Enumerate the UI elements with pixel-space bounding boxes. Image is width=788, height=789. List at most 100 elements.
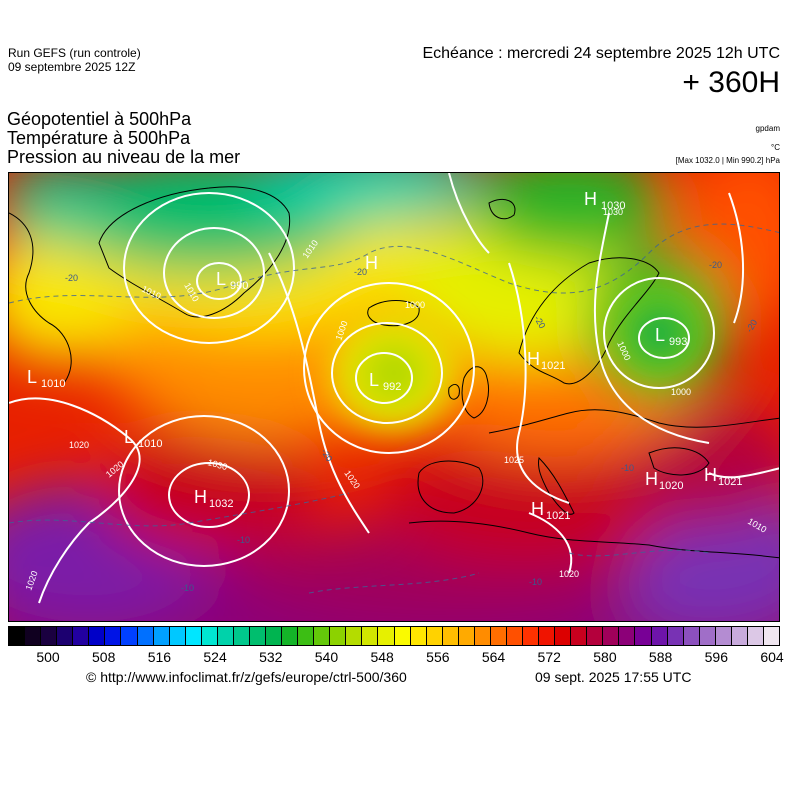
colorbar-swatch — [105, 627, 122, 645]
temperature-label: -10 — [529, 577, 542, 587]
colorbar-swatch — [651, 627, 668, 645]
pressure-center-value: 1021 — [718, 476, 742, 488]
forecast-valid-time: Echéance : mercredi 24 septembre 2025 12… — [422, 45, 780, 62]
pressure-center-type: H — [194, 487, 207, 507]
colorbar-tick-label: 508 — [92, 649, 116, 665]
temperature-label: -20 — [354, 267, 367, 277]
pressure-center-type: H — [704, 465, 717, 485]
colorbar-tick-label: 604 — [760, 649, 784, 665]
colorbar-swatch — [73, 627, 90, 645]
colorbar-swatch — [458, 627, 475, 645]
colorbar-tick-label: 540 — [314, 649, 339, 665]
pressure-center-type: H — [584, 189, 597, 209]
isobar-label: 1025 — [504, 455, 524, 465]
colorbar-swatch — [41, 627, 58, 645]
colorbar-swatch — [474, 627, 491, 645]
weather-map: L 990 L 1010 L 1010 H 1032 L 992 H 1030 … — [8, 172, 780, 622]
pressure-center-type: H — [527, 349, 540, 369]
colorbar — [8, 626, 780, 646]
colorbar-swatch — [233, 627, 250, 645]
run-info: Run GEFS (run controle) 09 septembre 202… — [8, 46, 141, 74]
colorbar-swatch — [442, 627, 459, 645]
isobar-label: 1030 — [603, 207, 623, 217]
colorbar-swatch — [410, 627, 427, 645]
colorbar-swatch — [9, 627, 26, 645]
colorbar-swatch — [282, 627, 299, 645]
colorbar-swatch — [555, 627, 572, 645]
colorbar-tick-label: 500 — [36, 649, 60, 665]
colorbar-swatch — [362, 627, 379, 645]
pressure-center-value: 993 — [669, 336, 687, 348]
colorbar-swatch — [25, 627, 42, 645]
pressure-center-type: H — [365, 253, 378, 273]
colorbar-swatch — [506, 627, 523, 645]
colorbar-swatch — [731, 627, 748, 645]
pressure-center-value: 1021 — [541, 360, 565, 372]
colorbar-swatch — [378, 627, 395, 645]
temperature-label: -10 — [621, 463, 634, 473]
colorbar-tick-label: 532 — [259, 649, 283, 665]
colorbar-tick-label: 596 — [704, 649, 728, 665]
colorbar-tick-label: 564 — [481, 649, 506, 665]
temperature-label: -20 — [65, 273, 78, 283]
isotherms — [9, 223, 779, 594]
colorbar-swatch — [715, 627, 732, 645]
colorbar-swatch — [298, 627, 315, 645]
colorbar-swatch — [523, 627, 540, 645]
coastlines — [9, 186, 779, 559]
colorbar-swatch — [346, 627, 363, 645]
pressure-center-value: 1032 — [209, 498, 233, 510]
colorbar-tick-label: 572 — [537, 649, 561, 665]
colorbar-swatch — [699, 627, 716, 645]
colorbar-ticks: 500 508 516 524 532 540 548 556 564 572 580 588 596 6… — [8, 649, 784, 667]
pressure-center-value: 1020 — [659, 480, 683, 492]
source-url: © http://www.infoclimat.fr/z/gefs/europe… — [86, 669, 407, 685]
colorbar-tick-label: 580 — [593, 649, 617, 665]
pressure-center-value: 992 — [383, 381, 401, 393]
map-titles: Géopotentiel à 500hPa Température à 500h… — [7, 110, 240, 167]
pressure-center-type: L — [655, 325, 665, 345]
pressure-center-type: L — [216, 269, 226, 289]
isobar-label: 1000 — [405, 300, 425, 310]
pressure-center-type: H — [531, 499, 544, 519]
title-pressure: Pression au niveau de la mer — [7, 147, 241, 167]
temperature-label: -20 — [709, 260, 722, 270]
colorbar-swatch — [169, 627, 186, 645]
run-date: 09 septembre 2025 12Z — [8, 60, 136, 74]
colorbar-swatch — [314, 627, 331, 645]
colorbar-swatch — [587, 627, 604, 645]
colorbar-swatch — [394, 627, 411, 645]
pressure-center-value: 1030 — [601, 200, 625, 212]
colorbar-swatch — [635, 627, 652, 645]
isobar-label: 1000 — [671, 387, 691, 397]
colorbar-swatch — [57, 627, 74, 645]
pressure-center-value: 1021 — [546, 510, 570, 522]
colorbar-swatch — [619, 627, 636, 645]
title-temperature: Température à 500hPa — [7, 128, 191, 148]
pressure-center-value: 1010 — [138, 438, 162, 450]
colorbar-swatch — [683, 627, 700, 645]
pressure-range: [Max 1032.0 | Min 990.2] hPa — [675, 156, 780, 165]
colorbar-swatch — [201, 627, 218, 645]
colorbar-swatch — [153, 627, 170, 645]
colorbar-tick-label: 524 — [203, 649, 227, 665]
colorbar-swatch — [266, 627, 283, 645]
colorbar-swatch — [217, 627, 234, 645]
pressure-center-type: L — [27, 367, 37, 387]
isobar-label: 1020 — [69, 440, 89, 450]
colorbar-tick-label: 556 — [426, 649, 450, 665]
isobars — [9, 173, 779, 604]
colorbar-swatch — [667, 627, 684, 645]
colorbar-swatch — [747, 627, 764, 645]
pressure-center-type: H — [645, 469, 658, 489]
colorbar-swatch — [89, 627, 106, 645]
pressure-center-value: 1010 — [41, 378, 65, 390]
pressure-centers: L 990 L 1010 L 1010 H 1032 L 992 H 1030 … — [27, 189, 742, 522]
colorbar-swatch — [763, 627, 779, 645]
colorbar-swatch — [121, 627, 138, 645]
unit-celsius: °C — [771, 143, 780, 152]
colorbar-swatch — [185, 627, 202, 645]
colorbar-swatch — [539, 627, 556, 645]
pressure-center-type: L — [124, 427, 134, 447]
colorbar-swatch — [426, 627, 443, 645]
